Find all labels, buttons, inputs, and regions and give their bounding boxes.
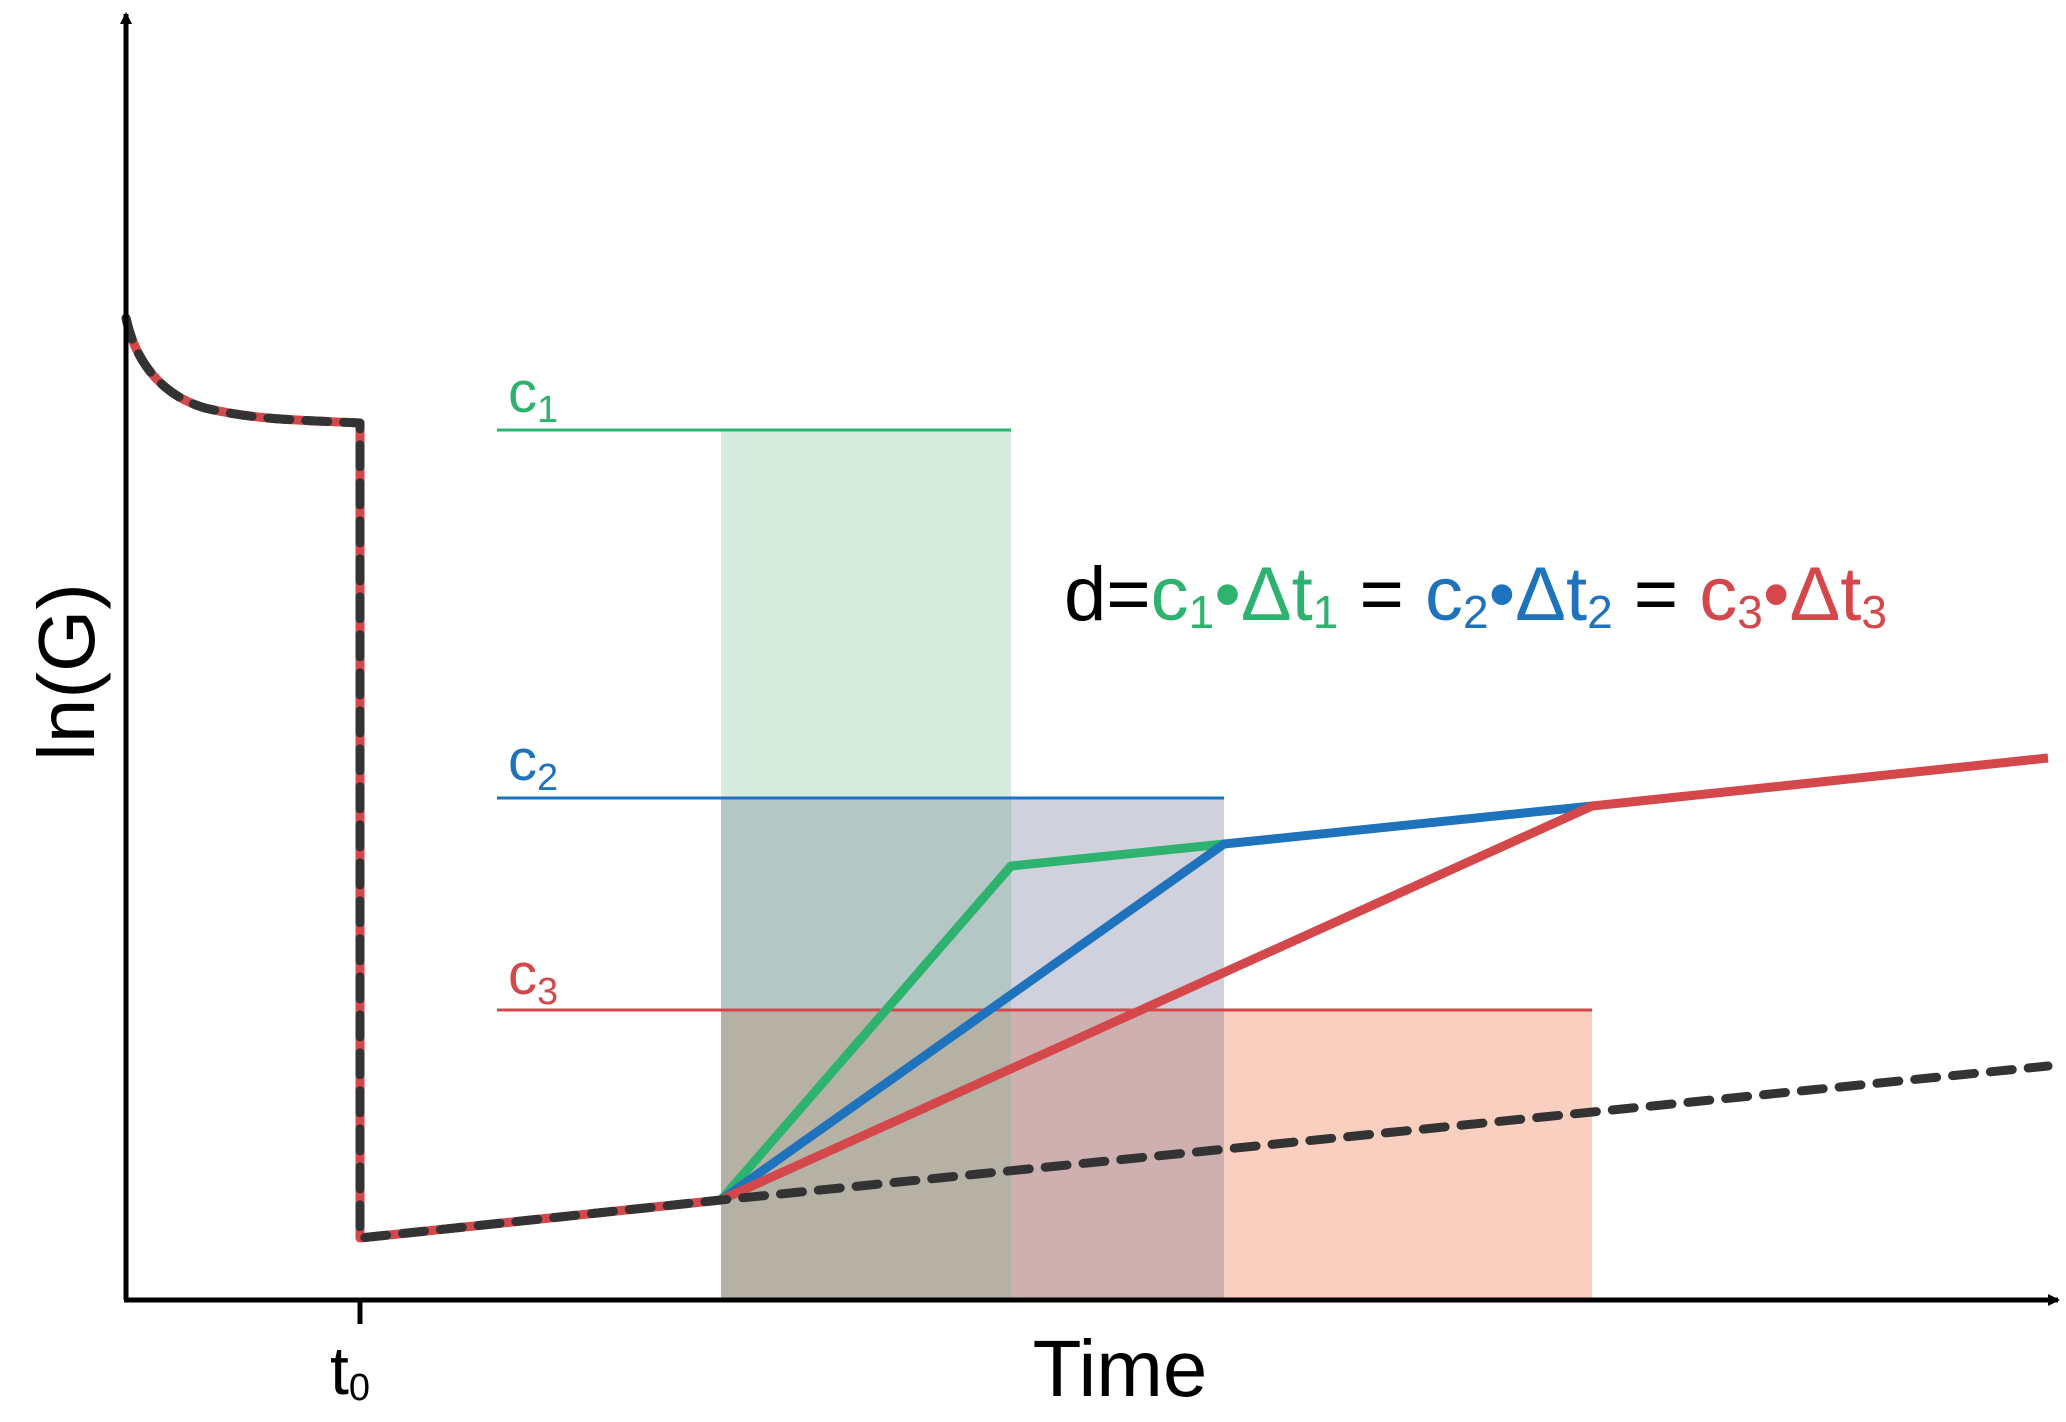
equation-term-3: c3•Δt3 — [1699, 552, 1887, 638]
curve-green — [717, 839, 1225, 1203]
equation-separator-2: = — [1613, 552, 1700, 637]
level-label-c2: c2 — [508, 728, 558, 799]
curve-red — [719, 753, 2049, 1205]
shaded-regions — [721, 430, 1592, 1300]
region-blue-red — [1011, 1010, 1224, 1300]
growth-curves — [121, 313, 2053, 1243]
equation-term-2: c2•Δt2 — [1425, 552, 1613, 638]
level-label-c1: c1 — [508, 360, 558, 431]
curve-dashed-reference — [121, 313, 2053, 1243]
level-lines — [497, 428, 1592, 1012]
region-all-overlap — [721, 1010, 1011, 1300]
region-blue-only — [1011, 798, 1224, 1010]
region-green-top — [721, 430, 1011, 798]
equation-separator-1: = — [1338, 552, 1425, 637]
region-red-only — [1224, 1010, 1592, 1300]
equation: d=c1•Δt1 = c2•Δt2 = c3•Δt3 — [1064, 552, 1887, 638]
axes — [120, 12, 2060, 1324]
level-label-c3: c3 — [508, 942, 558, 1013]
equation-prefix: d= — [1064, 552, 1151, 637]
curve-red-base — [121, 317, 722, 1243]
region-green-blue — [721, 798, 1011, 1010]
equation-term-1: c1•Δt1 — [1151, 552, 1339, 638]
x-axis-label: Time — [1033, 1324, 1208, 1413]
y-axis-label: ln(G) — [22, 583, 111, 761]
curve-blue — [718, 801, 1593, 1204]
x-tick-label-t0: t0 — [330, 1333, 370, 1409]
